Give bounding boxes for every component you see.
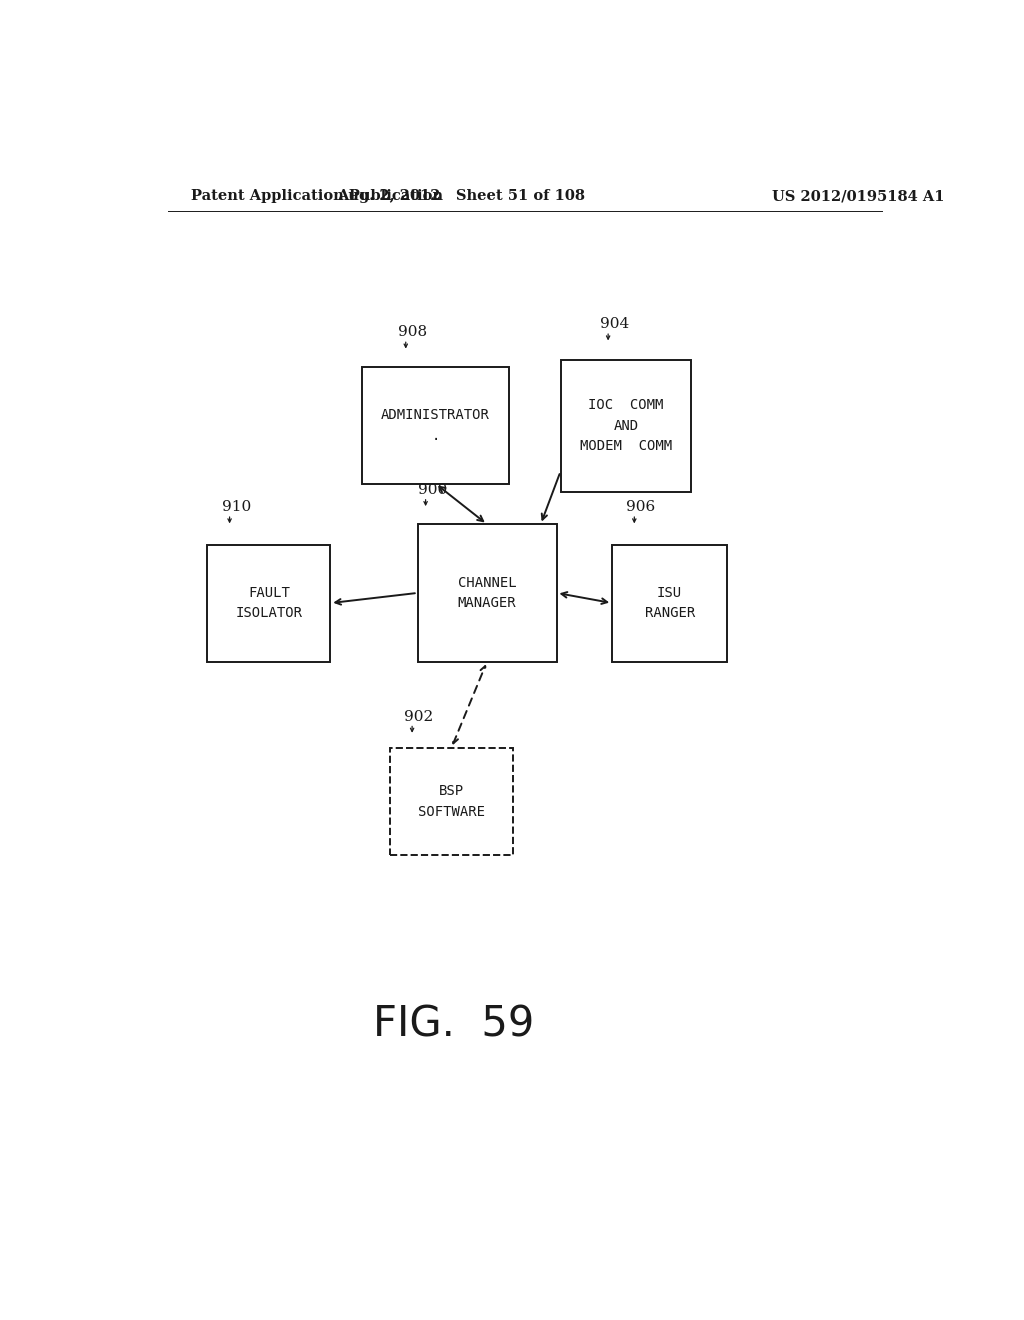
- Bar: [612, 545, 727, 661]
- Text: 906: 906: [627, 500, 655, 515]
- Bar: [390, 748, 513, 854]
- Text: US 2012/0195184 A1: US 2012/0195184 A1: [772, 189, 944, 203]
- Text: 908: 908: [397, 325, 427, 339]
- Text: 904: 904: [600, 317, 630, 331]
- Text: ISU
RANGER: ISU RANGER: [644, 586, 694, 620]
- Text: ADMINISTRATOR
.: ADMINISTRATOR .: [381, 408, 489, 442]
- Text: CHANNEL
MANAGER: CHANNEL MANAGER: [458, 576, 516, 610]
- Text: IOC  COMM
AND
MODEM  COMM: IOC COMM AND MODEM COMM: [580, 399, 672, 453]
- Bar: [362, 367, 509, 483]
- Text: FIG.  59: FIG. 59: [373, 1003, 534, 1045]
- Text: Aug. 2, 2012   Sheet 51 of 108: Aug. 2, 2012 Sheet 51 of 108: [337, 189, 586, 203]
- Text: FAULT
ISOLATOR: FAULT ISOLATOR: [236, 586, 302, 620]
- Text: 900: 900: [418, 483, 446, 496]
- Text: 902: 902: [404, 710, 433, 723]
- Bar: [418, 524, 557, 661]
- Bar: [207, 545, 331, 661]
- Bar: [560, 359, 691, 492]
- Text: Patent Application Publication: Patent Application Publication: [191, 189, 443, 203]
- Text: BSP
SOFTWARE: BSP SOFTWARE: [418, 784, 485, 818]
- Text: 910: 910: [221, 500, 251, 515]
